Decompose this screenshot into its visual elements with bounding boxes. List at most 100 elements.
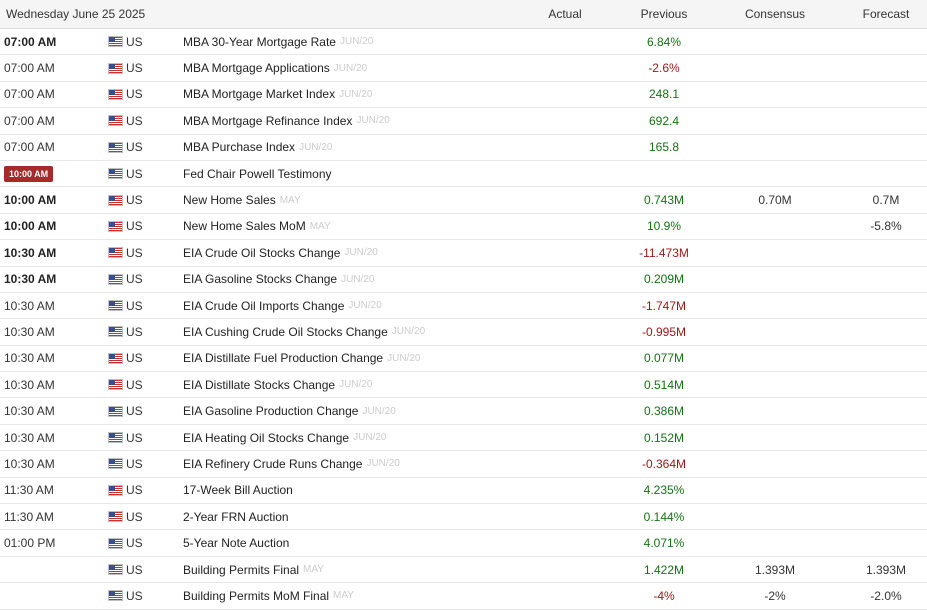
table-row[interactable]: 07:00 AM US MBA 30-Year Mortgage Rate JUN/2… xyxy=(0,29,927,56)
country-code[interactable]: US xyxy=(126,456,143,471)
event-cell[interactable]: EIA Refinery Crude Runs Change JUN/20 xyxy=(183,451,400,476)
event-name-link[interactable]: Fed Chair Powell Testimony xyxy=(183,166,332,181)
table-row[interactable]: 07:00 AM US MBA Purchase Index JUN/20 165.8 xyxy=(0,135,927,161)
table-row[interactable]: 10:30 AM US EIA Distillate Fuel Production… xyxy=(0,346,927,373)
table-row[interactable]: 10:30 AM US EIA Distillate Stocks Change JU… xyxy=(0,372,927,399)
table-row[interactable]: 10:00 AM US New Home Sales MAY 0.743M 0.70M 0.… xyxy=(0,187,927,214)
column-header-consensus[interactable]: Consensus xyxy=(744,7,806,21)
event-name-link[interactable]: MBA Purchase Index xyxy=(183,140,296,155)
table-row[interactable]: US Building Permits MoM Final MAY -4% -2% -2.… xyxy=(0,583,927,610)
event-cell[interactable]: 2-Year FRN Auction xyxy=(183,504,289,529)
table-row[interactable]: 10:30 AM US EIA Refinery Crude Runs Change… xyxy=(0,451,927,478)
table-row[interactable]: 10:00 AM US Fed Chair Powell Testimony xyxy=(0,161,927,188)
event-cell[interactable]: MBA Mortgage Market Index JUN/20 xyxy=(183,82,372,107)
event-name-link[interactable]: EIA Cushing Crude Oil Stocks Change xyxy=(183,324,388,339)
event-name-link[interactable]: Building Permits Final xyxy=(183,562,300,577)
country-code[interactable]: US xyxy=(126,377,143,392)
event-cell[interactable]: 17-Week Bill Auction xyxy=(183,478,293,503)
actual-value xyxy=(520,267,610,292)
event-name-link[interactable]: EIA Gasoline Production Change xyxy=(183,404,359,419)
table-row[interactable]: 10:30 AM US EIA Crude Oil Imports Change JU… xyxy=(0,293,927,320)
event-name-link[interactable]: New Home Sales xyxy=(183,193,276,208)
event-name-link[interactable]: EIA Distillate Stocks Change xyxy=(183,377,336,392)
event-name-link[interactable]: MBA 30-Year Mortgage Rate xyxy=(183,34,336,49)
event-cell[interactable]: EIA Crude Oil Stocks Change JUN/20 xyxy=(183,240,378,265)
event-name-link[interactable]: 17-Week Bill Auction xyxy=(183,483,293,498)
event-cell[interactable]: 5-Year Note Auction xyxy=(183,530,289,555)
event-name-link[interactable]: MBA Mortgage Applications xyxy=(183,61,330,76)
event-name-link[interactable]: EIA Distillate Fuel Production Change xyxy=(183,351,384,366)
country-code[interactable]: US xyxy=(126,113,143,128)
consensus-value xyxy=(730,398,820,423)
event-name-link[interactable]: EIA Crude Oil Imports Change xyxy=(183,298,345,313)
event-cell[interactable]: MBA Mortgage Refinance Index JUN/20 xyxy=(183,108,390,133)
event-cell[interactable]: EIA Crude Oil Imports Change JUN/20 xyxy=(183,293,382,318)
event-cell[interactable]: Building Permits MoM Final MAY xyxy=(183,583,354,608)
country-code[interactable]: US xyxy=(126,562,143,577)
country-code[interactable]: US xyxy=(126,272,143,287)
country-code[interactable]: US xyxy=(126,509,143,524)
country-code[interactable]: US xyxy=(126,536,143,551)
table-row[interactable]: 11:30 AM US 17-Week Bill Auction 4.235% xyxy=(0,478,927,505)
country-code[interactable]: US xyxy=(126,87,143,102)
event-time-cell: 10:30 AM xyxy=(4,346,55,371)
event-name-link[interactable]: 2-Year FRN Auction xyxy=(183,509,289,524)
event-name-link[interactable]: New Home Sales MoM xyxy=(183,219,306,234)
event-name-link[interactable]: EIA Heating Oil Stocks Change xyxy=(183,430,350,445)
country-code[interactable]: US xyxy=(126,219,143,234)
event-cell[interactable]: EIA Gasoline Stocks Change JUN/20 xyxy=(183,267,374,292)
previous-value: 6.84% xyxy=(646,34,682,49)
table-row[interactable]: 10:30 AM US EIA Gasoline Production Change… xyxy=(0,398,927,425)
event-name-link[interactable]: 5-Year Note Auction xyxy=(183,536,290,551)
event-cell[interactable]: EIA Cushing Crude Oil Stocks Change JUN/2… xyxy=(183,319,425,344)
event-name-link[interactable]: EIA Gasoline Stocks Change xyxy=(183,272,338,287)
event-cell[interactable]: EIA Gasoline Production Change JUN/20 xyxy=(183,398,396,423)
country-code[interactable]: US xyxy=(126,324,143,339)
country-code[interactable]: US xyxy=(126,166,143,181)
table-row[interactable]: 01:00 PM US 5-Year Note Auction 4.071% xyxy=(0,530,927,557)
event-cell[interactable]: Building Permits Final MAY xyxy=(183,557,324,582)
country-code[interactable]: US xyxy=(126,430,143,445)
table-row[interactable]: 07:00 AM US MBA Mortgage Refinance Index JU… xyxy=(0,108,927,135)
column-header-forecast[interactable]: Forecast xyxy=(862,7,910,21)
country-code[interactable]: US xyxy=(126,351,143,366)
column-header-previous[interactable]: Previous xyxy=(640,7,688,21)
country-code[interactable]: US xyxy=(126,588,143,603)
country-code[interactable]: US xyxy=(126,404,143,419)
country-code[interactable]: US xyxy=(126,34,143,49)
table-row[interactable]: 11:30 AM US 2-Year FRN Auction 0.144% xyxy=(0,504,927,531)
event-cell[interactable]: MBA 30-Year Mortgage Rate JUN/20 xyxy=(183,29,373,54)
event-name-link[interactable]: EIA Crude Oil Stocks Change xyxy=(183,245,341,260)
forecast-value: 1.393M xyxy=(865,562,907,577)
event-cell[interactable]: EIA Distillate Stocks Change JUN/20 xyxy=(183,372,372,397)
event-name-link[interactable]: EIA Refinery Crude Runs Change xyxy=(183,456,363,471)
country-code[interactable]: US xyxy=(126,298,143,313)
event-cell[interactable]: New Home Sales MoM MAY xyxy=(183,214,331,239)
us-flag-icon xyxy=(108,247,123,259)
actual-value xyxy=(520,108,610,133)
event-name-link[interactable]: Building Permits MoM Final xyxy=(183,588,330,603)
event-cell[interactable]: EIA Distillate Fuel Production Change JUN… xyxy=(183,346,420,371)
event-cell[interactable]: MBA Purchase Index JUN/20 xyxy=(183,135,332,160)
event-cell[interactable]: EIA Heating Oil Stocks Change JUN/20 xyxy=(183,425,386,450)
event-cell[interactable]: MBA Mortgage Applications JUN/20 xyxy=(183,55,367,80)
table-row[interactable]: 10:30 AM US EIA Cushing Crude Oil Stocks C… xyxy=(0,319,927,346)
country-code[interactable]: US xyxy=(126,193,143,208)
event-cell[interactable]: Fed Chair Powell Testimony xyxy=(183,161,332,186)
country-code[interactable]: US xyxy=(126,483,143,498)
table-row[interactable]: 10:30 AM US EIA Heating Oil Stocks Change J… xyxy=(0,425,927,452)
table-row[interactable]: 07:00 AM US MBA Mortgage Market Index JUN/2… xyxy=(0,82,927,109)
table-row[interactable]: 10:30 AM US EIA Crude Oil Stocks Change JUN… xyxy=(0,240,927,267)
table-row[interactable]: 07:00 AM US MBA Mortgage Applications JUN/2… xyxy=(0,55,927,82)
country-code[interactable]: US xyxy=(126,61,143,76)
forecast-value xyxy=(840,346,927,371)
event-cell[interactable]: New Home Sales MAY xyxy=(183,187,301,212)
country-code[interactable]: US xyxy=(126,245,143,260)
table-row[interactable]: US Building Permits Final MAY 1.422M 1.393M 1… xyxy=(0,557,927,584)
country-code[interactable]: US xyxy=(126,140,143,155)
column-header-actual[interactable]: Actual xyxy=(548,7,582,21)
table-row[interactable]: 10:30 AM US EIA Gasoline Stocks Change JUN/… xyxy=(0,267,927,293)
table-row[interactable]: 10:00 AM US New Home Sales MoM MAY 10.9% -5.8… xyxy=(0,214,927,241)
event-name-link[interactable]: MBA Mortgage Refinance Index xyxy=(183,113,353,128)
event-name-link[interactable]: MBA Mortgage Market Index xyxy=(183,87,336,102)
